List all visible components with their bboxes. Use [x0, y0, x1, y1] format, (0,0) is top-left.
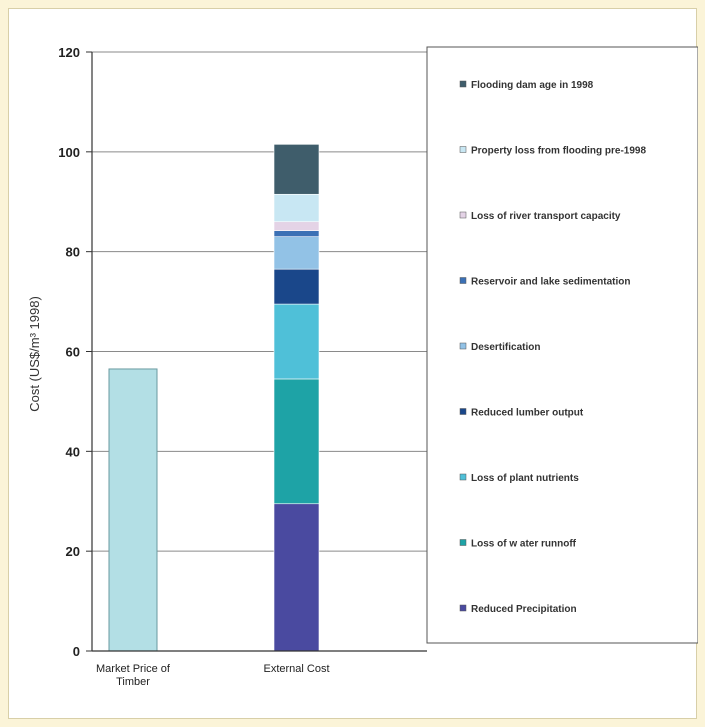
legend-label: Loss of plant nutrients	[471, 473, 579, 484]
y-tick-label: 40	[66, 444, 80, 459]
legend-label: Desertification	[471, 342, 540, 353]
category-label: Market Price of	[96, 663, 171, 675]
bar-segment-4	[273, 268, 320, 305]
bar-market-price	[108, 368, 158, 652]
legend-swatch	[459, 80, 467, 88]
legend: Flooding dam age in 1998 Property loss fr…	[459, 80, 646, 615]
bar-segment-7	[273, 221, 320, 232]
y-tick-label: 120	[58, 45, 80, 60]
bar-segment-5	[273, 236, 320, 270]
legend-box	[426, 46, 698, 644]
bar-segment-6	[273, 230, 320, 237]
legend-swatch	[459, 342, 467, 350]
bar-segment-3	[273, 303, 320, 380]
y-tick-label: 100	[58, 145, 80, 160]
legend-swatch	[459, 539, 467, 546]
y-axis-label: Cost (US$/m³ 1998)	[27, 296, 42, 412]
legend-swatch	[459, 277, 467, 284]
legend-label: Loss of w ater runnoff	[471, 539, 577, 550]
legend-swatch	[459, 408, 467, 415]
bars	[108, 144, 320, 652]
legend-label: Reservoir and lake sedimentation	[471, 277, 631, 288]
y-tick-label: 0	[73, 644, 80, 659]
y-tick-label: 80	[66, 245, 80, 260]
bar-segment-1	[273, 503, 320, 652]
legend-label: Reduced lumber output	[471, 408, 584, 419]
legend-label: Reduced Precipitation	[471, 604, 577, 615]
category-label: External Cost	[263, 663, 329, 675]
bar-segment-9	[273, 144, 320, 195]
bar-segment-2	[273, 378, 320, 505]
legend-label: Loss of river transport capacity	[471, 211, 621, 222]
legend-label: Property loss from flooding pre-1998	[471, 146, 646, 157]
legend-label: Flooding dam age in 1998	[471, 80, 594, 91]
legend-swatch	[459, 604, 467, 612]
legend-swatch	[459, 146, 467, 153]
chart-frame: 0 20 40 60 80 100 120 Cost (US$/m³ 1998) Marke…	[8, 8, 698, 719]
legend-swatch	[459, 211, 467, 219]
axes: 0 20 40 60 80 100 120	[58, 45, 427, 659]
category-label: Timber	[116, 676, 150, 688]
y-tick-label: 60	[66, 345, 80, 360]
bar-segment-8	[273, 193, 320, 223]
stacked-bar-chart: 0 20 40 60 80 100 120 Cost (US$/m³ 1998) Marke…	[27, 45, 698, 688]
legend-swatch	[459, 473, 467, 481]
y-tick-label: 20	[66, 544, 80, 559]
